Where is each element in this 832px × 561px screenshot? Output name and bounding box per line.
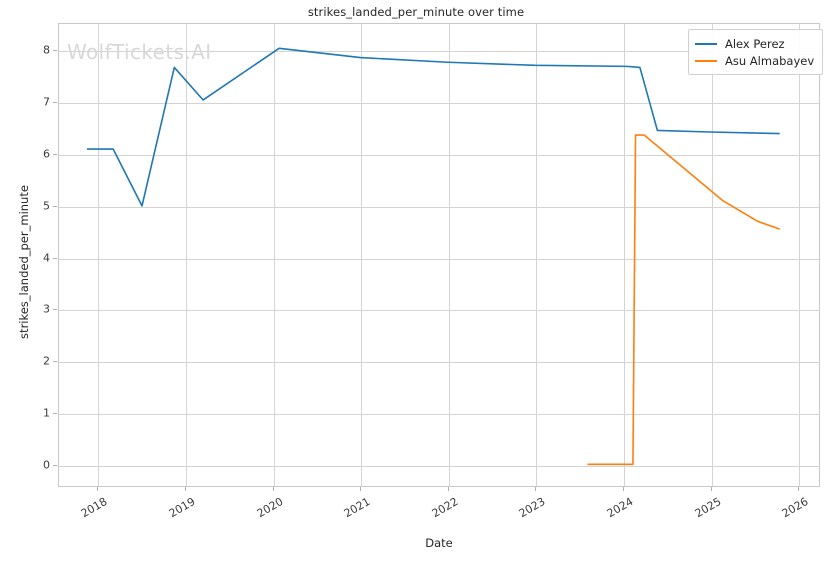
- y-axis-ticks: 0 1 2 3 4 5 6 7 8: [0, 23, 57, 487]
- x-tick-mark: [622, 487, 624, 491]
- y-tick-label: 6: [43, 147, 50, 161]
- y-tick-label: 5: [43, 199, 50, 213]
- x-tick-label: 2018: [79, 495, 110, 521]
- y-tick-mark: [53, 413, 57, 415]
- gridline-vertical: [623, 24, 625, 486]
- gridline-vertical: [361, 24, 363, 486]
- legend-color-swatch: [695, 59, 717, 62]
- watermark: WolfTickets.AI: [67, 40, 212, 64]
- x-axis-ticks: 2018 2019 2020 2021 2022 2023 2024 2025 2026: [58, 487, 820, 547]
- x-tick-label: 2020: [254, 495, 286, 521]
- chart-title: strikes_landed_per_minute over time: [307, 5, 525, 19]
- y-tick-mark: [53, 153, 57, 155]
- x-axis-label: Date: [425, 536, 453, 550]
- gridline-vertical: [98, 24, 100, 486]
- gridline-vertical: [273, 24, 275, 486]
- gridline-horizontal: [59, 310, 819, 312]
- x-tick-mark: [710, 487, 712, 491]
- x-tick-label: 2022: [429, 495, 461, 521]
- legend-label: Asu Almabayev: [725, 53, 815, 68]
- gridline-horizontal: [59, 414, 819, 416]
- x-tick-label: 2026: [779, 495, 811, 521]
- x-tick-mark: [185, 487, 186, 491]
- plot-area: WolfTickets.AI: [58, 23, 820, 487]
- y-tick-label: 8: [43, 43, 50, 57]
- gridline-vertical: [186, 24, 187, 486]
- gridline-horizontal: [59, 362, 819, 364]
- series-lines: [59, 24, 819, 486]
- x-tick-label: 2021: [341, 495, 373, 521]
- y-tick-mark: [53, 49, 57, 51]
- series-line: [87, 48, 780, 206]
- y-tick-label: 2: [43, 354, 50, 368]
- x-tick-label: 2019: [166, 495, 198, 521]
- gridline-horizontal: [59, 258, 819, 260]
- x-tick-label: 2025: [692, 495, 724, 521]
- x-tick-mark: [535, 487, 537, 491]
- gridline-horizontal: [59, 154, 819, 156]
- y-tick-label: 0: [43, 458, 50, 472]
- gridline-horizontal: [59, 102, 819, 104]
- y-tick-label: 4: [43, 251, 50, 265]
- gridline-vertical: [536, 24, 538, 486]
- x-tick-label: 2023: [517, 495, 548, 521]
- x-tick-mark: [360, 487, 362, 491]
- x-tick-mark: [272, 487, 274, 491]
- y-tick-mark: [53, 205, 57, 207]
- gridline-horizontal: [59, 50, 819, 52]
- series-line: [588, 135, 780, 464]
- x-tick-label: 2024: [604, 495, 636, 521]
- y-tick-label: 3: [43, 302, 50, 316]
- y-axis-label: strikes_landed_per_minute: [17, 185, 31, 339]
- legend-item[interactable]: Alex Perez: [695, 35, 814, 52]
- legend-item[interactable]: Asu Almabayev: [695, 52, 814, 69]
- gridline-vertical: [448, 24, 450, 486]
- gridline-horizontal: [59, 466, 819, 468]
- y-tick-mark: [53, 361, 57, 363]
- legend-label: Alex Perez: [725, 36, 785, 51]
- legend-color-swatch: [695, 42, 717, 45]
- gridline-vertical: [799, 24, 801, 486]
- x-tick-mark: [447, 487, 449, 491]
- y-tick-mark: [53, 101, 57, 103]
- chart-legend: Alex Perez Asu Almabayev: [688, 29, 824, 75]
- y-tick-mark: [53, 257, 57, 259]
- y-tick-label: 7: [43, 95, 50, 109]
- y-tick-mark: [53, 309, 57, 311]
- y-tick-label: 1: [43, 406, 50, 420]
- x-tick-mark: [97, 487, 99, 491]
- gridline-horizontal: [59, 206, 819, 208]
- x-tick-mark: [798, 487, 800, 491]
- y-tick-mark: [53, 465, 57, 467]
- gridline-vertical: [711, 24, 713, 486]
